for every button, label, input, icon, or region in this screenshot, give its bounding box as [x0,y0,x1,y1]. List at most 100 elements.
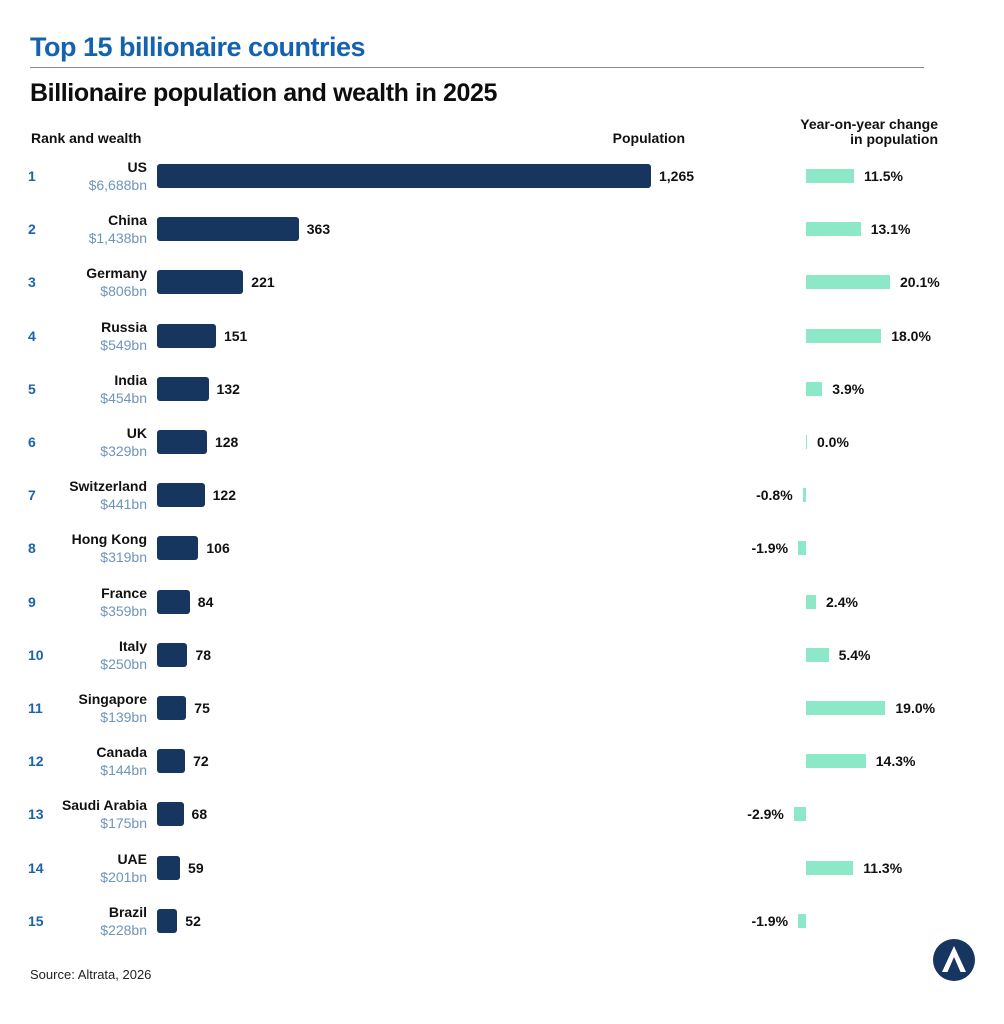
rank-number: 9 [28,593,36,610]
country-wealth: $454bn [100,389,147,406]
country-wealth: $228bn [100,921,147,938]
yoy-bar [802,488,806,503]
yoy-bar [806,275,890,290]
yoy-value: 13.1% [870,221,911,238]
country-wealth: $250bn [100,655,147,672]
yoy-value: 18.0% [891,327,931,344]
yoy-value: 11.3% [863,859,903,876]
yoy-value: -2.9% [747,806,784,823]
rank-number: 11 [28,700,43,716]
population-bar [157,855,181,880]
country-label: Brazil [108,903,147,920]
population-bar [157,642,188,667]
rank-number: 7 [28,487,36,504]
yoy-bar [793,807,806,822]
yoy-header-line1: Year-on-year change [800,116,938,132]
population-bar [157,323,216,348]
yoy-value: 2.4% [826,593,858,610]
country-label: UAE [117,850,147,867]
yoy-value: -1.9% [751,540,789,557]
country-wealth: $6,688bn [88,177,147,193]
source-note: Source: Altrata, 2026 [30,967,152,982]
rank-number: 13 [28,806,44,823]
population-bar [157,270,244,295]
country-wealth: $144bn [100,762,147,779]
country-label: UK [126,425,147,441]
rank-number: 2 [28,221,36,238]
population-bar [157,589,190,614]
chart-subtitle: Billionaire population and wealth in 202… [30,79,498,107]
yoy-bar [798,541,806,556]
country-wealth: $201bn [100,868,147,885]
country-wealth: $359bn [100,602,147,619]
rank-number: 8 [28,540,36,557]
population-value: 1,265 [659,168,695,184]
country-wealth: $549bn [100,336,147,353]
yoy-bar [806,754,866,769]
population-value: 75 [194,700,210,716]
yoy-bar [806,169,855,183]
yoy-bar [806,701,886,715]
population-bar [157,696,187,720]
country-label: Hong Kong [71,531,147,548]
population-value: 52 [185,912,201,929]
yoy-value: 3.9% [832,380,865,397]
yoy-value: 5.4% [838,646,871,663]
country-label: India [114,371,147,388]
country-wealth: $441bn [100,496,147,513]
country-wealth: $175bn [100,815,147,832]
population-column-header: Population [612,130,685,146]
yoy-value: 11.5% [864,168,903,184]
chart-title: Top 15 billionaire countries [30,32,366,62]
rank-number: 5 [28,380,36,397]
population-value: 78 [195,646,212,663]
yoy-value: 19.0% [895,700,936,716]
yoy-bar [806,381,823,396]
country-label: Russia [101,318,147,335]
rank-number: 6 [28,434,36,450]
population-bar [157,217,299,242]
population-value: 221 [251,274,275,291]
yoy-value: -1.9% [751,912,789,929]
country-wealth: $319bn [100,549,147,566]
population-bar [157,376,209,401]
country-label: Singapore [78,691,147,707]
population-value: 122 [212,487,236,504]
population-value: 59 [188,859,204,876]
country-wealth: $806bn [100,283,147,300]
population-bar [157,483,205,508]
rank-number: 3 [28,274,36,291]
country-label: Switzerland [69,478,147,495]
title-divider [30,67,924,68]
country-label: China [108,212,147,229]
yoy-column-header: Year-on-year change in population [770,117,938,147]
population-value: 151 [223,327,248,344]
yoy-header-line2: in population [850,131,938,147]
country-label: Germany [86,265,147,282]
yoy-value: -0.8% [756,487,793,504]
yoy-bar [806,435,807,449]
yoy-bar [798,913,806,928]
population-value: 132 [216,380,240,397]
rank-number: 10 [28,646,44,663]
country-label: US [127,159,147,175]
population-bar [157,164,651,188]
country-label: Saudi Arabia [61,797,147,814]
population-value: 84 [197,593,214,610]
country-label: France [101,584,147,601]
population-value: 68 [191,806,208,823]
country-wealth: $329bn [100,443,147,459]
rank-number: 1 [28,168,36,184]
country-wealth: $1,438bn [88,230,147,247]
yoy-bar [806,860,854,875]
rank-number: 14 [28,859,44,876]
yoy-bar [806,647,829,662]
altrata-logo-icon [933,939,975,981]
rank-number: 12 [28,753,44,770]
population-bar [157,536,199,561]
yoy-value: 20.1% [900,274,940,291]
population-value: 128 [214,434,239,450]
population-bar [157,908,178,933]
yoy-value: 0.0% [817,434,849,450]
yoy-bar [806,594,817,609]
